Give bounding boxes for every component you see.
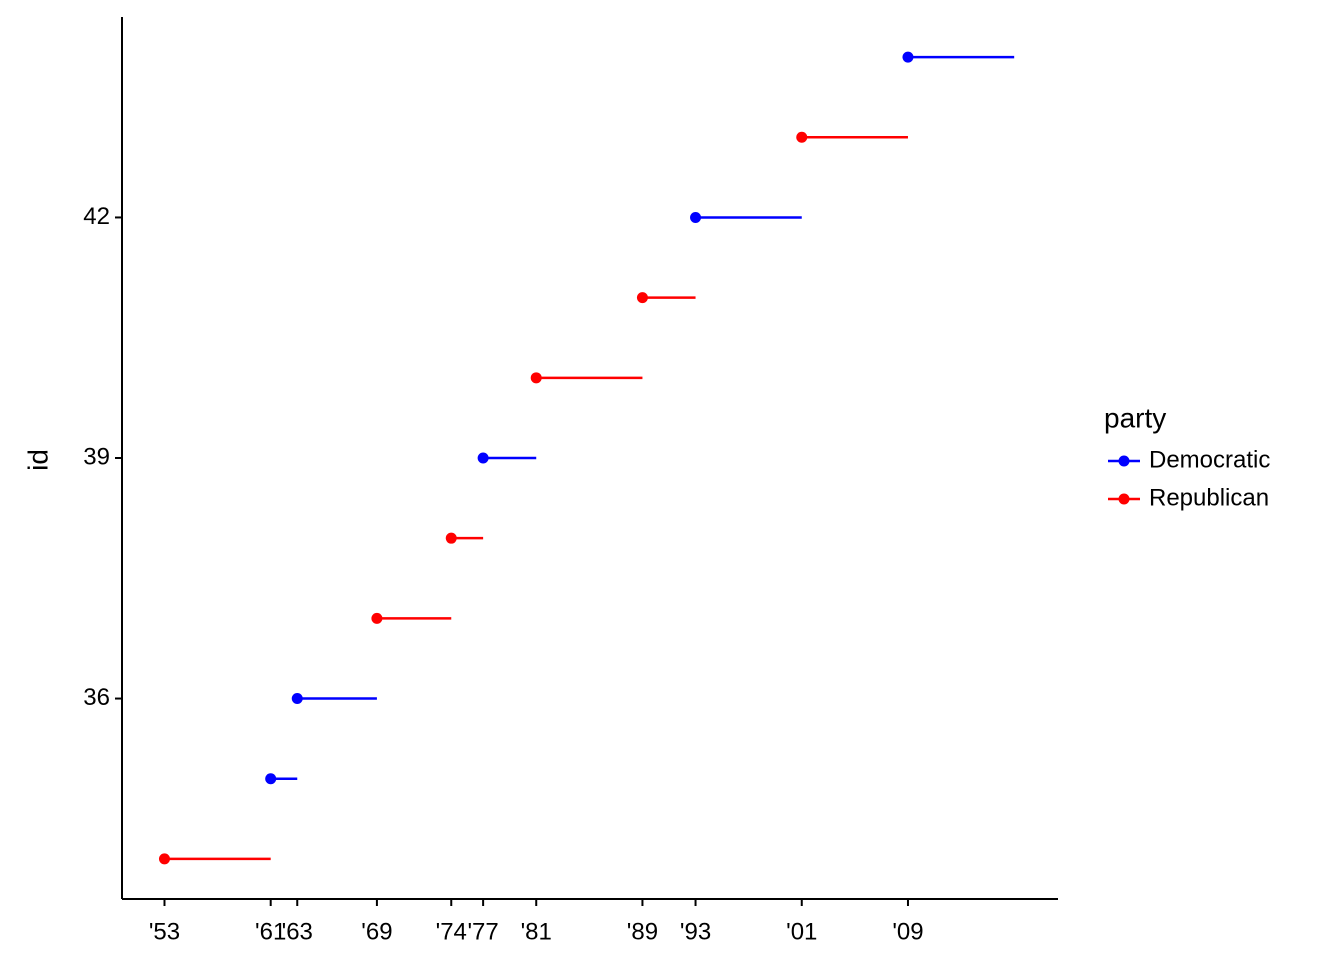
x-tick-label: '81: [521, 918, 552, 945]
legend-title: party: [1104, 402, 1166, 433]
term-start-point: [445, 532, 457, 544]
term-start-point: [158, 853, 170, 865]
y-tick-label: 42: [83, 203, 110, 230]
term-start-point: [371, 612, 383, 624]
x-tick-label: '01: [786, 918, 817, 945]
x-tick-label: '74: [436, 918, 467, 945]
x-tick-label: '53: [149, 918, 180, 945]
term-start-point: [636, 292, 648, 304]
y-tick-label: 36: [83, 684, 110, 711]
term-start-point: [477, 452, 489, 464]
y-axis-title: id: [22, 449, 53, 471]
x-tick-label: '69: [361, 918, 392, 945]
x-tick-label: '89: [627, 918, 658, 945]
legend-label: Republican: [1149, 484, 1269, 511]
legend-label: Democratic: [1149, 446, 1270, 473]
legend-key-point: [1118, 493, 1130, 505]
x-tick-label: '93: [680, 918, 711, 945]
x-tick-label: '61: [255, 918, 286, 945]
term-start-point: [530, 372, 542, 384]
term-start-point: [690, 211, 702, 223]
x-tick-label: '09: [892, 918, 923, 945]
x-tick-label: '77: [467, 918, 498, 945]
term-start-point: [291, 693, 303, 705]
term-start-point: [796, 131, 808, 143]
y-tick-label: 39: [83, 443, 110, 470]
legend-key-point: [1118, 455, 1130, 467]
term-start-point: [902, 51, 914, 63]
x-tick-label: '63: [282, 918, 313, 945]
term-start-point: [265, 773, 277, 785]
